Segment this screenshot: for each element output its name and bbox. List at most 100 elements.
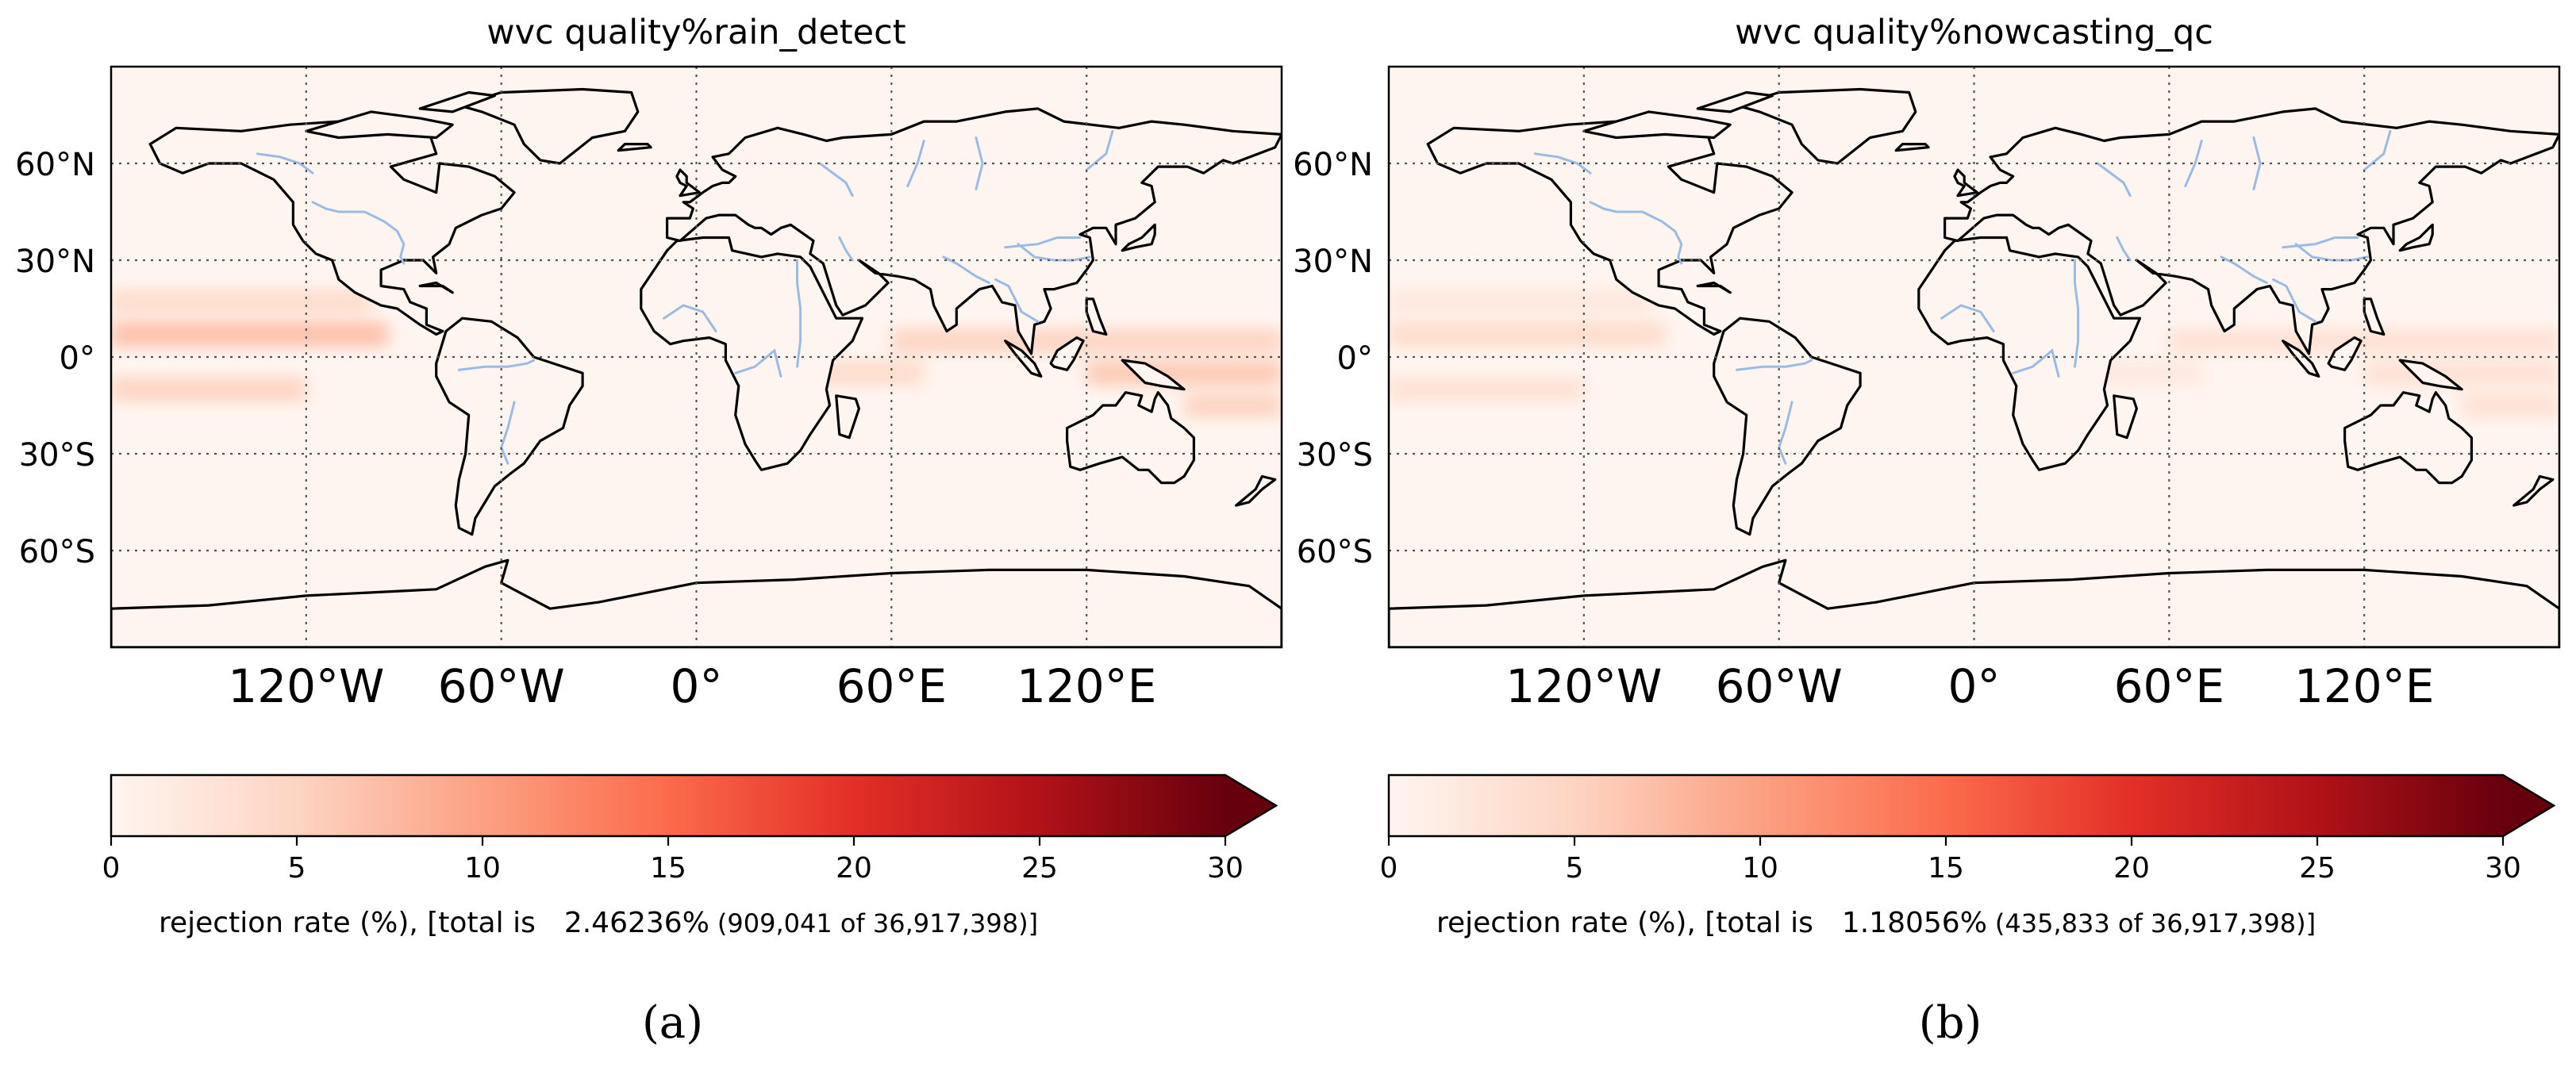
y-tick-label: 30°S bbox=[1297, 437, 1373, 474]
coastline bbox=[1953, 168, 1979, 198]
coastline bbox=[1696, 281, 1732, 294]
river bbox=[1533, 152, 1592, 175]
river bbox=[2294, 243, 2369, 262]
colorbar-outline bbox=[1387, 773, 2556, 838]
river bbox=[942, 255, 990, 284]
y-tick-label: 60°N bbox=[15, 147, 95, 183]
chart-svg: wvc quality%rain_detect 60°N 30°N 0° 30°S 60°… bbox=[15, 13, 1283, 1049]
x-tick-label: 120°W bbox=[1505, 659, 1662, 713]
colorbar-total-percent: 2.46236% bbox=[564, 907, 709, 939]
river bbox=[1004, 236, 1082, 249]
x-tick-label: 0° bbox=[1948, 659, 2001, 713]
colorbar bbox=[1389, 775, 2503, 836]
coastline bbox=[457, 87, 640, 165]
heat-band bbox=[111, 321, 388, 347]
colorbar-tick-label: 25 bbox=[2299, 852, 2336, 885]
river bbox=[1940, 304, 1995, 332]
colorbar-tick-label: 10 bbox=[1742, 852, 1778, 885]
coastline bbox=[1121, 223, 1156, 252]
chart-title: wvc quality%rain_detect bbox=[486, 13, 905, 52]
coastline bbox=[617, 143, 652, 152]
river bbox=[2252, 136, 2262, 190]
coastline bbox=[666, 107, 1282, 355]
panel-caption: (a) bbox=[642, 997, 703, 1049]
river bbox=[1017, 243, 1091, 262]
colorbar-outline bbox=[110, 773, 1278, 838]
coastline bbox=[1696, 90, 1774, 113]
coastline bbox=[1735, 87, 1917, 165]
panel-a: wvc quality%rain_detect 60°N 30°N 0° 30°S 60°… bbox=[15, 13, 1283, 1049]
panel-caption: (b) bbox=[1919, 997, 1982, 1049]
coastline bbox=[2513, 474, 2555, 507]
y-tick-label: 30°S bbox=[19, 437, 95, 474]
chart-svg: wvc quality%nowcasting_qc 60°N 30°N 0° 30°S 6… bbox=[1293, 13, 2561, 1049]
river bbox=[734, 348, 782, 378]
colorbar-tick-label: 0 bbox=[102, 852, 121, 885]
coastline bbox=[675, 168, 702, 198]
heat-band bbox=[1389, 376, 1584, 402]
colorbar-tick-label: 15 bbox=[1928, 852, 1964, 885]
x-tick-label: 120°E bbox=[1017, 659, 1156, 713]
colorbar-tick-label: 5 bbox=[1566, 852, 1584, 885]
map-frame bbox=[110, 65, 1283, 649]
colorbar-label-prefix: rejection rate (%), [total is bbox=[1436, 907, 1813, 939]
x-tick-label: 0° bbox=[671, 659, 723, 713]
river bbox=[2282, 236, 2359, 249]
coastline bbox=[1085, 297, 1108, 336]
x-tick-label: 60°E bbox=[2114, 659, 2224, 713]
chart-title: wvc quality%nowcasting_qc bbox=[1735, 13, 2213, 52]
y-tick-label: 60°S bbox=[1297, 534, 1373, 570]
coastline bbox=[418, 90, 497, 113]
coastline bbox=[2398, 223, 2434, 252]
x-tick-label: 120°E bbox=[2294, 659, 2434, 713]
coastline bbox=[1426, 120, 1794, 336]
x-tick-label: 60°E bbox=[836, 659, 947, 713]
river bbox=[2116, 236, 2132, 262]
river bbox=[2271, 278, 2317, 323]
colorbar-tick-label: 5 bbox=[288, 852, 306, 885]
coastline bbox=[835, 394, 860, 439]
river bbox=[975, 136, 984, 190]
colorbar-label: rejection rate (%), [total is 1.18056% (43… bbox=[1436, 907, 2316, 939]
river bbox=[2096, 162, 2132, 198]
y-tick-label: 60°S bbox=[19, 534, 95, 570]
river bbox=[1778, 401, 1794, 465]
river bbox=[500, 401, 516, 465]
river bbox=[1735, 359, 1813, 371]
colorbar-tick-label: 30 bbox=[2485, 852, 2521, 885]
coastline bbox=[1121, 359, 1186, 391]
river bbox=[838, 236, 854, 262]
colorbar-total-percent: 1.18056% bbox=[1842, 907, 1987, 939]
y-tick-label: 30°N bbox=[15, 244, 95, 280]
map-frame bbox=[1387, 65, 2561, 649]
river bbox=[2220, 255, 2268, 284]
river bbox=[994, 278, 1040, 323]
y-tick-label: 0° bbox=[1337, 340, 1373, 377]
river bbox=[2184, 140, 2203, 187]
river bbox=[311, 201, 406, 265]
x-tick-label: 60°W bbox=[1716, 659, 1843, 713]
coastline bbox=[305, 110, 454, 140]
coastline bbox=[2282, 340, 2320, 378]
colorbar-tick-label: 10 bbox=[464, 852, 501, 885]
river bbox=[2074, 259, 2080, 368]
coastline bbox=[1582, 110, 1732, 140]
river bbox=[2363, 129, 2392, 171]
coastline bbox=[2398, 359, 2463, 391]
river bbox=[818, 162, 854, 198]
colorbar-tick-label: 20 bbox=[2113, 852, 2150, 885]
y-tick-label: 60°N bbox=[1293, 147, 1373, 183]
y-tick-label: 0° bbox=[60, 340, 95, 377]
coastline bbox=[1049, 336, 1085, 371]
x-tick-label: 60°W bbox=[438, 659, 565, 713]
colorbar-total-counts: (909,041 of 36,917,398)] bbox=[717, 908, 1038, 938]
coastline bbox=[2327, 336, 2363, 371]
heat-band bbox=[2364, 360, 2559, 386]
colorbar-total-counts: (435,833 of 36,917,398)] bbox=[1995, 908, 2316, 938]
colorbar bbox=[111, 775, 1225, 836]
colorbar-tick-label: 0 bbox=[1380, 852, 1398, 885]
river bbox=[2012, 348, 2060, 378]
river bbox=[663, 304, 717, 332]
river bbox=[256, 152, 314, 175]
colorbar-tick-label: 20 bbox=[836, 852, 872, 885]
